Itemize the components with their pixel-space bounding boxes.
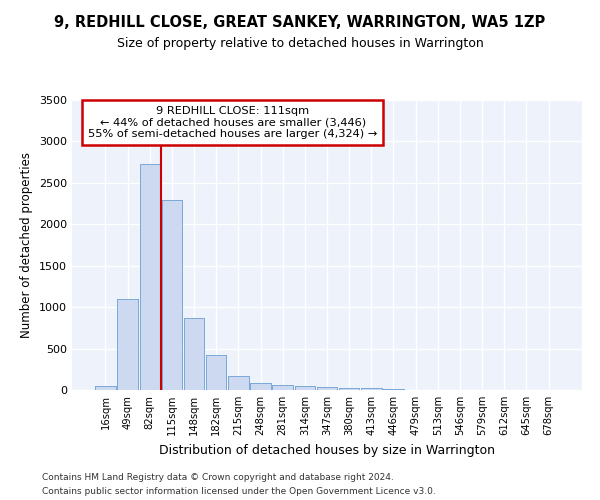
Text: 9, REDHILL CLOSE, GREAT SANKEY, WARRINGTON, WA5 1ZP: 9, REDHILL CLOSE, GREAT SANKEY, WARRINGT…: [55, 15, 545, 30]
Bar: [361, 388, 382, 390]
Bar: [383, 389, 404, 390]
Bar: [361, 388, 382, 390]
Text: 9 REDHILL CLOSE: 111sqm
← 44% of detached houses are smaller (3,446)
55% of semi: 9 REDHILL CLOSE: 111sqm ← 44% of detache…: [88, 106, 377, 139]
Bar: [272, 384, 293, 390]
Bar: [140, 164, 160, 390]
Bar: [339, 388, 359, 390]
Text: Contains public sector information licensed under the Open Government Licence v3: Contains public sector information licen…: [42, 488, 436, 496]
Bar: [140, 164, 160, 390]
Bar: [184, 318, 204, 390]
Bar: [228, 376, 248, 390]
Bar: [295, 386, 315, 390]
Bar: [95, 386, 116, 390]
Bar: [339, 388, 359, 390]
Bar: [161, 200, 182, 390]
Bar: [295, 386, 315, 390]
Bar: [184, 318, 204, 390]
Text: Contains HM Land Registry data © Crown copyright and database right 2024.: Contains HM Land Registry data © Crown c…: [42, 472, 394, 482]
Bar: [272, 384, 293, 390]
Bar: [228, 376, 248, 390]
Y-axis label: Number of detached properties: Number of detached properties: [20, 152, 34, 338]
Bar: [250, 382, 271, 390]
Bar: [206, 355, 226, 390]
X-axis label: Distribution of detached houses by size in Warrington: Distribution of detached houses by size …: [159, 444, 495, 456]
Bar: [118, 299, 138, 390]
Bar: [206, 355, 226, 390]
Text: Size of property relative to detached houses in Warrington: Size of property relative to detached ho…: [116, 38, 484, 51]
Bar: [118, 299, 138, 390]
Bar: [95, 386, 116, 390]
Bar: [317, 386, 337, 390]
Bar: [317, 386, 337, 390]
Bar: [383, 389, 404, 390]
Bar: [250, 382, 271, 390]
Bar: [161, 200, 182, 390]
